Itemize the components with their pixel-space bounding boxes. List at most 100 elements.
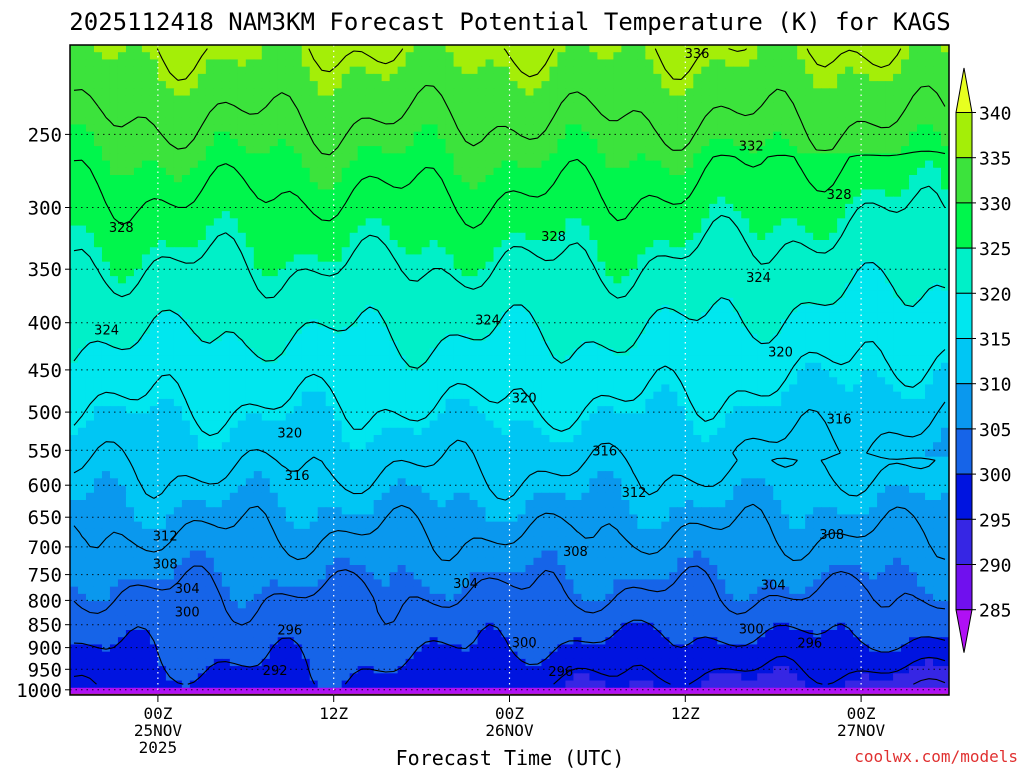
theta-cell	[893, 88, 902, 97]
theta-cell	[309, 189, 319, 198]
theta-cell	[773, 66, 782, 75]
theta-cell	[181, 247, 191, 256]
theta-cell	[909, 167, 918, 176]
theta-cell	[133, 312, 143, 321]
theta-cell	[813, 232, 822, 241]
theta-cell	[445, 182, 455, 191]
theta-cell	[837, 355, 846, 364]
theta-cell	[909, 333, 918, 342]
theta-cell	[941, 290, 949, 299]
theta-cell	[109, 117, 119, 126]
theta-cell	[341, 312, 351, 321]
theta-cell	[333, 225, 343, 234]
theta-cell	[821, 88, 830, 97]
theta-cell	[693, 110, 702, 118]
theta-cell	[101, 66, 111, 75]
theta-cell	[549, 73, 559, 82]
theta-cell	[469, 138, 479, 147]
theta-cell	[269, 59, 279, 68]
theta-cell	[453, 66, 463, 75]
theta-cell	[869, 45, 878, 53]
theta-cell	[237, 59, 247, 68]
theta-cell	[165, 66, 175, 75]
theta-cell	[325, 66, 335, 75]
theta-cell	[437, 319, 447, 328]
theta-cell	[797, 110, 806, 118]
theta-cell	[245, 189, 255, 198]
theta-cell	[773, 124, 782, 133]
theta-cell	[117, 247, 127, 256]
theta-cell	[93, 45, 103, 53]
theta-cell	[261, 276, 271, 284]
theta-cell	[917, 124, 926, 133]
theta-cell	[341, 110, 351, 118]
theta-cell	[93, 95, 103, 104]
theta-cell	[621, 225, 630, 234]
theta-cell	[653, 297, 662, 306]
theta-cell	[845, 326, 854, 335]
theta-cell	[853, 247, 862, 256]
theta-cell	[789, 52, 798, 61]
theta-cell	[773, 305, 782, 313]
theta-cell	[269, 189, 279, 198]
theta-cell	[749, 297, 758, 306]
theta-cell	[157, 117, 167, 126]
theta-cell	[637, 124, 646, 133]
theta-cell	[861, 146, 870, 154]
theta-cell	[853, 268, 862, 277]
theta-cell	[461, 247, 471, 256]
theta-cell	[485, 153, 495, 162]
theta-cell	[293, 362, 303, 371]
theta-cell	[581, 261, 591, 270]
theta-cell	[109, 160, 119, 169]
theta-cell	[869, 73, 878, 82]
theta-cell	[861, 110, 870, 118]
theta-cell	[381, 276, 391, 284]
theta-cell	[853, 333, 862, 342]
theta-cell	[669, 153, 678, 162]
theta-cell	[213, 95, 223, 104]
theta-cell	[645, 283, 654, 292]
theta-cell	[285, 225, 295, 234]
theta-cell	[549, 225, 559, 234]
theta-cell	[757, 319, 766, 328]
theta-cell	[165, 52, 175, 61]
theta-cell	[349, 167, 359, 176]
theta-cell	[461, 211, 471, 219]
theta-cell	[613, 88, 622, 97]
theta-cell	[613, 240, 622, 248]
theta-cell	[941, 160, 949, 169]
theta-cell	[421, 189, 431, 198]
theta-cell	[293, 290, 303, 299]
theta-cell	[781, 138, 790, 147]
theta-cell	[333, 232, 343, 241]
theta-cell	[261, 167, 271, 176]
theta-cell	[557, 88, 567, 97]
theta-cell	[285, 362, 295, 371]
theta-cell	[605, 232, 614, 241]
theta-cell	[677, 196, 686, 205]
theta-cell	[213, 283, 223, 292]
theta-cell	[509, 66, 519, 75]
theta-cell	[557, 348, 567, 357]
theta-cell	[509, 146, 519, 154]
theta-cell	[901, 167, 910, 176]
theta-cell	[741, 102, 750, 111]
theta-cell	[613, 66, 622, 75]
theta-cell	[205, 81, 215, 89]
theta-cell	[765, 211, 774, 219]
theta-cell	[565, 203, 575, 212]
theta-cell	[613, 247, 622, 256]
theta-cell	[917, 290, 926, 299]
theta-cell	[70, 305, 79, 313]
theta-cell	[741, 297, 750, 306]
theta-cell	[653, 261, 662, 270]
theta-cell	[133, 240, 143, 248]
theta-cell	[581, 297, 591, 306]
theta-cell	[917, 247, 926, 256]
theta-cell	[821, 153, 830, 162]
theta-cell	[133, 268, 143, 277]
theta-cell	[757, 362, 766, 371]
theta-cell	[925, 196, 934, 205]
theta-cell	[541, 81, 551, 89]
